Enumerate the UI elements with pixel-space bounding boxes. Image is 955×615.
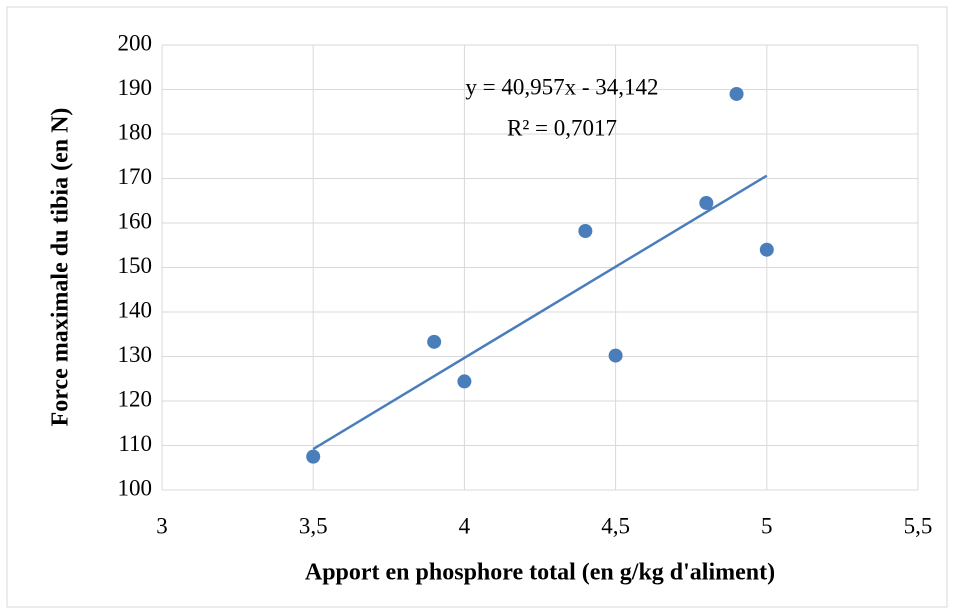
- x-axis-title: Apport en phosphore total (en g/kg d'ali…: [305, 560, 775, 586]
- data-point: [729, 86, 744, 101]
- y-tick-label: 100: [118, 475, 153, 500]
- chart-frame: [6, 6, 948, 608]
- x-tick-label: 4,5: [601, 513, 630, 538]
- x-tick-label: 5: [761, 513, 773, 538]
- y-tick-label: 180: [118, 119, 153, 144]
- y-tick-label: 170: [118, 164, 153, 189]
- x-tick-label: 5,5: [904, 513, 933, 538]
- data-point: [759, 242, 774, 257]
- y-axis-title: Force maximale du tibia (en N): [48, 108, 74, 427]
- trendline: [312, 174, 768, 451]
- data-point: [427, 334, 442, 349]
- y-tick-label: 130: [118, 342, 153, 367]
- y-tick-label: 200: [118, 30, 153, 55]
- y-tick-label: 190: [118, 75, 153, 100]
- data-point: [608, 348, 623, 363]
- y-tick-label: 160: [118, 208, 153, 233]
- data-point: [457, 374, 472, 389]
- data-point: [699, 195, 714, 210]
- x-tick-label: 4: [459, 513, 471, 538]
- y-tick-label: 120: [118, 386, 153, 411]
- x-tick-label: 3: [156, 513, 168, 538]
- y-tick-label: 110: [118, 431, 152, 456]
- x-tick-label: 3,5: [299, 513, 328, 538]
- data-point: [578, 224, 593, 239]
- data-point: [306, 449, 321, 464]
- trendline-r-squared: R² = 0,7017: [507, 115, 617, 140]
- trendline-equation: y = 40,957x - 34,142: [465, 74, 658, 99]
- y-tick-label: 150: [118, 253, 153, 278]
- y-tick-label: 140: [118, 297, 153, 322]
